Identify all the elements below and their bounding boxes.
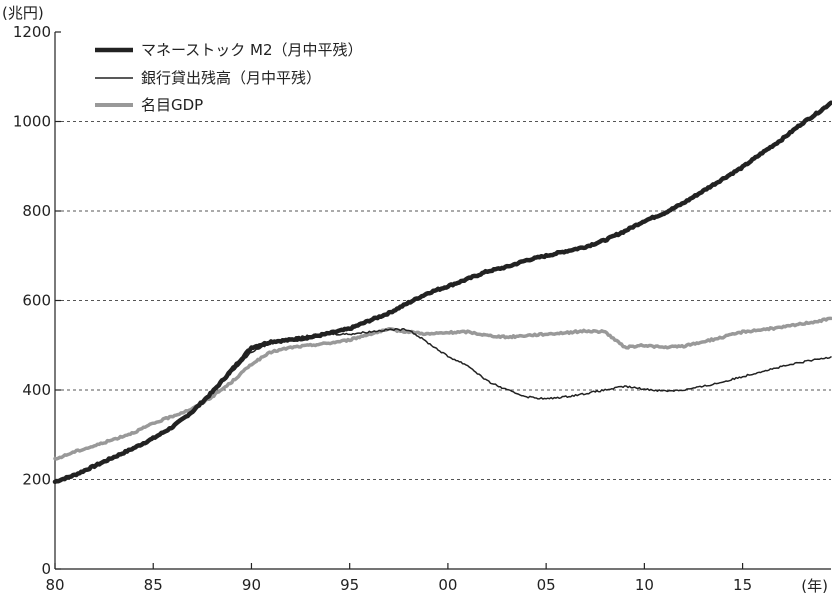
y-ticks: 0 200 400 600 800 1000 1200 <box>13 23 61 578</box>
y-tick-label-400: 400 <box>22 381 51 399</box>
y-tick-label-1200: 1200 <box>13 23 51 41</box>
x-tick-label-95: 95 <box>340 576 359 594</box>
legend-label-m2: マネーストック M2（月中平残） <box>141 41 363 59</box>
series-line-0 <box>52 100 832 485</box>
legend-label-loans: 銀行貸出残高（月中平残） <box>141 69 321 87</box>
x-tick-label-80: 80 <box>45 576 64 594</box>
x-tick-label-90: 90 <box>242 576 261 594</box>
x-tick-label-85: 85 <box>144 576 163 594</box>
series-line-2 <box>53 316 832 461</box>
x-ticks: 80 85 90 95 00 05 10 15 <box>45 563 752 594</box>
series-line-1 <box>54 328 832 483</box>
y-tick-label-600: 600 <box>22 292 51 310</box>
y-tick-label-1000: 1000 <box>13 113 51 131</box>
x-tick-label-05: 05 <box>537 576 556 594</box>
y-tick-label-0: 0 <box>41 560 51 578</box>
legend: マネーストック M2（月中平残） 銀行貸出残高（月中平残） 名目GDP <box>95 41 363 114</box>
legend-label-gdp: 名目GDP <box>141 96 203 114</box>
x-tick-label-00: 00 <box>438 576 457 594</box>
x-tick-label-15: 15 <box>733 576 752 594</box>
series-layer <box>52 100 832 485</box>
y-tick-label-200: 200 <box>22 471 51 489</box>
x-tick-label-10: 10 <box>635 576 654 594</box>
y-unit-label: (兆円) <box>2 4 44 22</box>
x-unit-label: (年) <box>801 577 828 595</box>
y-tick-label-800: 800 <box>22 202 51 220</box>
